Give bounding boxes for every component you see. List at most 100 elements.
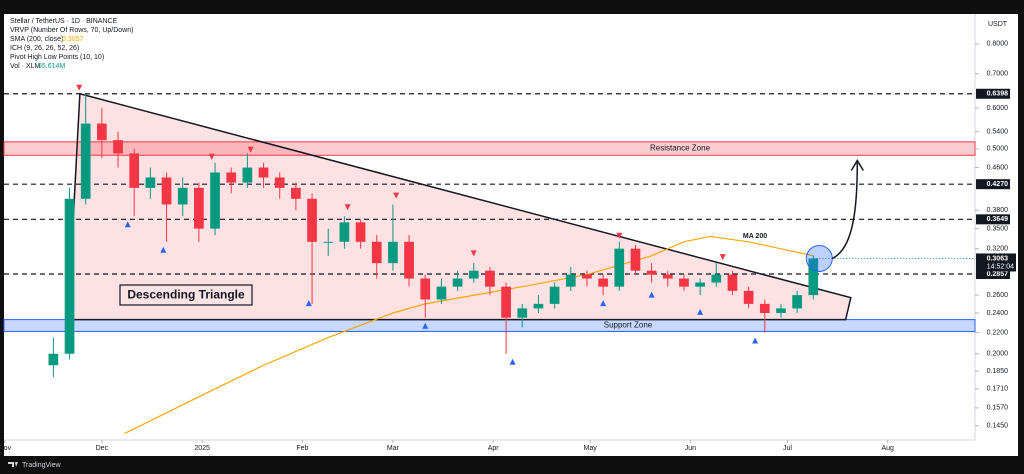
candle-body bbox=[48, 353, 59, 366]
candle-body bbox=[485, 270, 495, 287]
indicator-value: 55.614M bbox=[38, 63, 65, 70]
candle-body bbox=[598, 278, 608, 287]
arrow-head bbox=[850, 159, 864, 171]
candle-body bbox=[549, 286, 560, 304]
candle-body bbox=[501, 286, 511, 318]
pivot-marker bbox=[470, 250, 477, 257]
candle-body bbox=[339, 222, 350, 242]
level-tag bbox=[976, 88, 1010, 99]
pivot-marker bbox=[600, 300, 607, 307]
pivot-marker bbox=[648, 291, 655, 298]
pivot-marker bbox=[76, 84, 83, 91]
x-tick-label: Nov bbox=[0, 445, 12, 452]
x-tick-label: Jul bbox=[783, 445, 792, 452]
candle-body bbox=[679, 278, 689, 287]
x-tick-label: Jun bbox=[685, 445, 696, 452]
candle-body bbox=[630, 248, 641, 271]
candle-body bbox=[517, 308, 528, 318]
candle-body bbox=[145, 177, 156, 188]
y-tick-label: 0.1710 bbox=[987, 386, 1009, 393]
level-label: 0.2857 bbox=[987, 271, 1009, 278]
candle-body bbox=[759, 303, 770, 314]
triangle-label: Descending Triangle bbox=[127, 288, 245, 302]
candle-body bbox=[662, 274, 673, 279]
candle-body bbox=[420, 278, 431, 300]
currency: USDT bbox=[988, 21, 1008, 28]
indicator: ICH (9, 26, 26, 52, 26) bbox=[10, 45, 79, 52]
y-tick-label: 0.5000 bbox=[987, 146, 1009, 153]
triangle-label-box bbox=[119, 284, 253, 306]
candle-body bbox=[242, 167, 253, 183]
candle-body bbox=[210, 172, 220, 229]
candle-body bbox=[711, 274, 722, 283]
level-label: 0.6398 bbox=[987, 91, 1009, 98]
candle-body bbox=[388, 241, 398, 264]
level-tag bbox=[976, 269, 1010, 280]
pivot-marker bbox=[247, 146, 254, 153]
plot bbox=[3, 84, 976, 435]
last-price-tag bbox=[976, 253, 1016, 272]
x-tick-label: Dec bbox=[96, 445, 109, 452]
pivot-marker bbox=[697, 308, 704, 315]
projection-arrow bbox=[831, 162, 859, 260]
candle-body bbox=[776, 308, 786, 314]
indicator: SMA (200, close) bbox=[10, 36, 63, 43]
candle-body bbox=[695, 282, 705, 287]
zone-label: Resistance Zone bbox=[650, 144, 711, 153]
zone-label: Support Zone bbox=[604, 321, 653, 330]
indicator: Pivot High Low Points (10, 10) bbox=[10, 54, 104, 61]
y-tick-label: 0.3800 bbox=[987, 207, 1009, 214]
pivot-marker bbox=[719, 254, 726, 261]
candle-body bbox=[565, 274, 576, 287]
candle-body bbox=[436, 286, 447, 300]
candle-body bbox=[743, 290, 754, 304]
candle-body bbox=[258, 167, 269, 178]
y-tick-label: 0.6000 bbox=[987, 105, 1009, 112]
pivot-marker bbox=[124, 221, 131, 228]
level-label: 0.3649 bbox=[987, 216, 1009, 223]
candle-body bbox=[533, 303, 544, 309]
x-tick-label: Apr bbox=[488, 445, 500, 452]
y-tick-label: 0.1570 bbox=[987, 405, 1009, 412]
y-tick-label: 0.2400 bbox=[987, 310, 1009, 317]
candle-body bbox=[161, 177, 172, 205]
candle-body bbox=[226, 172, 237, 183]
triangle bbox=[67, 92, 852, 321]
candle-body bbox=[177, 187, 188, 205]
indicator: VRVP (Number Of Rows, 70, Up/Down) bbox=[10, 27, 133, 34]
highlight-circle bbox=[805, 244, 833, 272]
y-tick-label: 0.2200 bbox=[987, 329, 1009, 336]
level-tag bbox=[976, 214, 1010, 225]
pivot-marker bbox=[509, 358, 516, 365]
candle-body bbox=[452, 278, 463, 287]
candle-body bbox=[113, 140, 123, 154]
countdown: 14:52:04 bbox=[987, 263, 1014, 270]
level-tag bbox=[976, 179, 1010, 190]
candle-body bbox=[792, 295, 802, 309]
candle-body bbox=[614, 248, 625, 287]
y-tick-label: 0.2600 bbox=[987, 292, 1009, 299]
indicator-value: 0.3057 bbox=[62, 36, 84, 43]
y-tick-label: 0.1850 bbox=[987, 368, 1009, 375]
y-tick-label: 0.5400 bbox=[987, 129, 1009, 136]
pivot-marker bbox=[752, 337, 759, 344]
zone bbox=[3, 319, 976, 332]
ma-line bbox=[124, 235, 814, 435]
candle-body bbox=[404, 241, 414, 279]
candle-body bbox=[291, 187, 301, 199]
candle-body bbox=[646, 270, 657, 275]
candle-body bbox=[727, 274, 738, 291]
y-tick-label: 0.1450 bbox=[987, 423, 1009, 430]
pivot-marker bbox=[344, 204, 351, 211]
pivot-marker bbox=[616, 232, 623, 239]
x-tick-label: May bbox=[584, 445, 598, 452]
candle-body bbox=[274, 177, 285, 188]
candle-body bbox=[80, 123, 91, 199]
chart-title: Stellar / TetherUS · 1D · BINANCE bbox=[10, 18, 118, 25]
ma-label: MA 200 bbox=[743, 233, 767, 240]
candle-body bbox=[468, 270, 479, 279]
y-tick-label: 0.8000 bbox=[987, 41, 1009, 48]
brand-logo bbox=[8, 462, 18, 467]
